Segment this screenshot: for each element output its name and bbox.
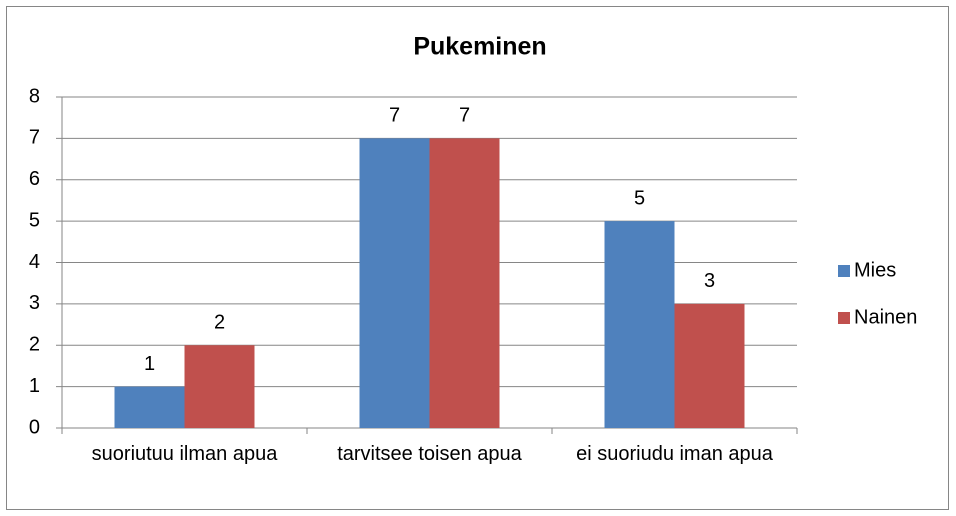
y-tick-label: 5 (29, 209, 40, 231)
data-label: 7 (459, 105, 470, 127)
legend-label: Nainen (854, 306, 917, 328)
y-tick-label: 1 (29, 375, 40, 397)
legend-label: Mies (854, 259, 896, 281)
bar (674, 303, 745, 428)
bar (114, 386, 185, 428)
bar (604, 221, 675, 428)
y-tick-label: 2 (29, 334, 40, 356)
y-tick-label: 7 (29, 127, 40, 149)
y-tick-label: 4 (29, 251, 40, 273)
x-tick-label: ei suoriudu iman apua (576, 443, 773, 465)
y-tick-label: 8 (29, 85, 40, 107)
data-label: 1 (144, 353, 155, 375)
y-tick-label: 0 (29, 416, 40, 438)
bar (359, 138, 430, 428)
data-label: 5 (634, 187, 645, 209)
x-tick-label: tarvitsee toisen apua (337, 443, 522, 465)
data-label: 3 (704, 270, 715, 292)
data-label: 2 (214, 312, 225, 334)
bar (184, 345, 255, 428)
data-label: 7 (389, 105, 400, 127)
legend-swatch (838, 312, 850, 324)
y-tick-label: 6 (29, 168, 40, 190)
bar (429, 138, 500, 428)
legend-swatch (838, 265, 850, 277)
x-tick-label: suoriutuu ilman apua (91, 443, 278, 465)
chart-title: Pukeminen (413, 33, 546, 61)
y-tick-label: 3 (29, 292, 40, 314)
